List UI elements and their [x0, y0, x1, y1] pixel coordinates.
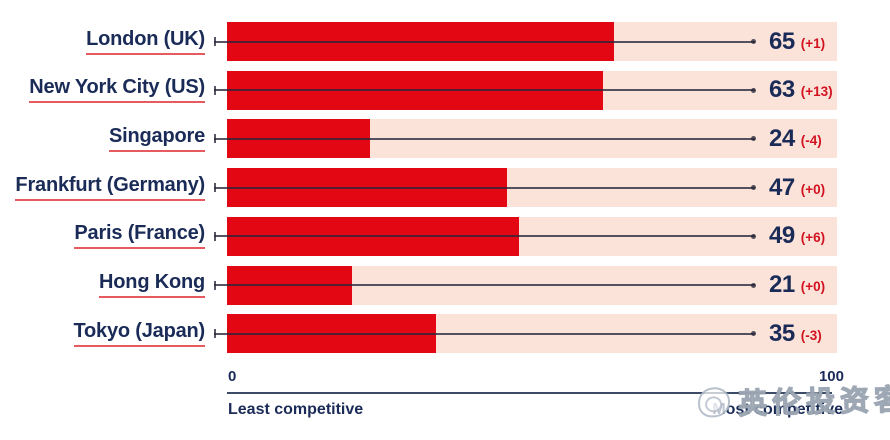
value-change: (+0)	[800, 181, 826, 197]
category-label: New York City (US)	[0, 71, 205, 110]
value-label: 65 (+1)	[769, 22, 825, 61]
value-number: 63	[769, 76, 795, 104]
category-label: Paris (France)	[0, 217, 205, 256]
chart-row: Singapore 24 (-4)	[0, 119, 890, 159]
value-number: 35	[769, 319, 795, 347]
category-label-text: Paris (France)	[74, 223, 205, 250]
leader-line	[214, 85, 756, 95]
value-label: 47 (+0)	[769, 168, 825, 207]
category-label: Tokyo (Japan)	[0, 314, 205, 353]
x-axis-line	[227, 392, 832, 394]
value-change: (-4)	[800, 132, 822, 148]
x-axis-min-tick: 0	[228, 368, 237, 385]
leader-line	[214, 183, 756, 193]
value-label: 49 (+6)	[769, 217, 825, 256]
value-change: (-3)	[800, 327, 822, 343]
leader-line	[214, 231, 756, 241]
leader-line	[214, 134, 756, 144]
value-change: (+1)	[800, 35, 826, 51]
value-number: 49	[769, 222, 795, 250]
category-label-text: New York City (US)	[29, 77, 205, 104]
value-change: (+13)	[800, 84, 833, 100]
chart-row: Tokyo (Japan) 35 (-3)	[0, 314, 890, 354]
category-label: Hong Kong	[0, 266, 205, 305]
category-label-text: Frankfurt (Germany)	[15, 175, 205, 201]
chart-row: Hong Kong 21 (+0)	[0, 265, 890, 305]
category-label: Singapore	[0, 119, 205, 158]
chart-row: Paris (France) 49 (+6)	[0, 216, 890, 256]
value-change: (+6)	[800, 230, 826, 246]
chart-row: New York City (US) 63 (+13)	[0, 70, 890, 110]
leader-line	[214, 37, 756, 46]
leader-line	[214, 280, 756, 290]
value-number: 21	[769, 271, 795, 298]
category-label-text: Singapore	[109, 126, 205, 152]
value-change: (+0)	[800, 279, 826, 294]
x-axis-min-caption: Least competitive	[228, 401, 364, 418]
value-number: 65	[769, 27, 795, 55]
category-label-text: London (UK)	[86, 29, 205, 55]
value-label: 24 (-4)	[769, 119, 822, 158]
value-label: 21 (+0)	[769, 266, 825, 305]
x-axis-max-tick: 100	[818, 368, 844, 385]
category-label: Frankfurt (Germany)	[0, 168, 205, 207]
value-number: 47	[769, 173, 795, 201]
leader-line	[214, 329, 756, 339]
category-label-text: Hong Kong	[99, 272, 205, 298]
chart-row: London (UK) 65 (+1)	[0, 22, 890, 61]
category-label: London (UK)	[0, 22, 205, 61]
category-label-text: Tokyo (Japan)	[73, 321, 205, 347]
value-label: 63 (+13)	[769, 71, 833, 110]
x-axis-max-caption: Most competitive	[712, 401, 843, 418]
value-number: 24	[769, 124, 795, 152]
value-label: 35 (-3)	[769, 314, 822, 353]
chart-row: Frankfurt (Germany) 47 (+0)	[0, 168, 890, 208]
